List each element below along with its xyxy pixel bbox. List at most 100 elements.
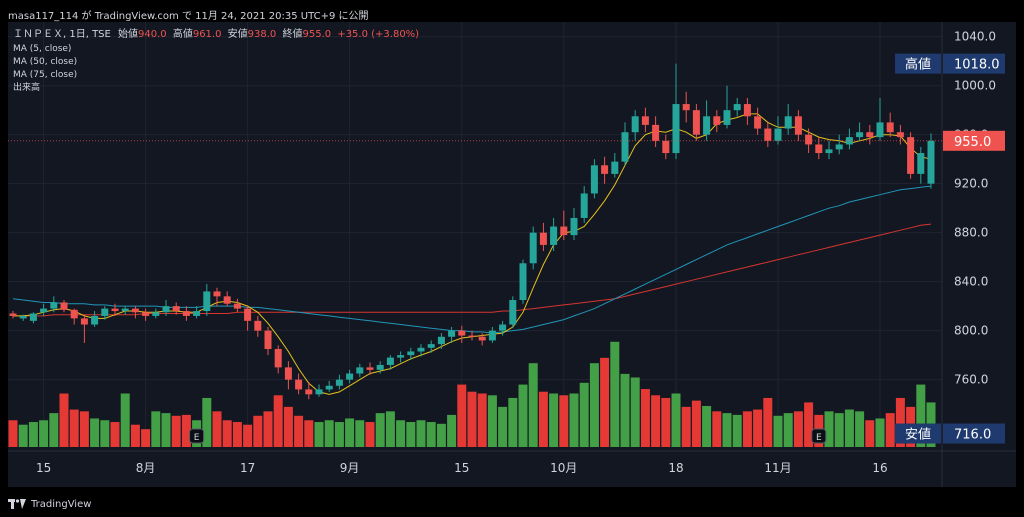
candle xyxy=(437,333,445,350)
volume-bar xyxy=(100,420,110,447)
volume-bar xyxy=(416,420,426,447)
candle xyxy=(131,306,139,319)
candle-body xyxy=(519,263,527,301)
candlesticks xyxy=(9,63,935,400)
volume-bar xyxy=(436,423,446,447)
candle-body xyxy=(29,313,37,321)
volume-bar xyxy=(589,363,599,447)
candle-body xyxy=(223,296,231,304)
volume-bar xyxy=(426,422,436,447)
candle-body xyxy=(335,379,343,386)
volume-bar xyxy=(702,405,712,447)
candle xyxy=(468,330,476,341)
candle-body xyxy=(91,315,99,325)
candle xyxy=(662,134,670,160)
volume-bar xyxy=(681,406,691,447)
candle xyxy=(672,63,680,160)
candle xyxy=(172,302,180,315)
candle xyxy=(417,344,425,357)
candle-body xyxy=(509,300,517,325)
candle-body xyxy=(468,335,476,337)
volume-bar xyxy=(181,414,191,447)
volume-bar xyxy=(671,393,681,447)
price-tick-label: 1000.0 xyxy=(954,79,996,93)
volume-bar xyxy=(651,395,661,447)
time-tick-label: 16 xyxy=(872,461,887,475)
candle-body xyxy=(856,132,864,138)
candle-body xyxy=(815,144,823,154)
candle-body xyxy=(907,137,915,174)
candle xyxy=(366,362,374,375)
candle-body xyxy=(437,336,445,345)
candle-body xyxy=(713,116,721,125)
candle xyxy=(570,208,578,241)
candle-body xyxy=(70,309,78,319)
candle-body xyxy=(641,116,649,125)
candle xyxy=(346,369,354,384)
candle-body xyxy=(131,308,139,313)
time-tick-label: 9月 xyxy=(340,461,360,475)
low-price-label: 安値 716.0 xyxy=(895,423,1005,444)
volume-bar xyxy=(875,418,885,447)
candle-body xyxy=(927,140,935,184)
price-tick-label: 920.0 xyxy=(954,177,988,191)
candle-body xyxy=(315,389,323,395)
candle xyxy=(539,222,547,252)
volume-bar xyxy=(477,393,487,447)
volume-bar xyxy=(171,415,181,447)
candle xyxy=(162,300,170,316)
candle-body xyxy=(295,379,303,390)
candle xyxy=(427,340,435,353)
volume-bar xyxy=(110,422,120,447)
candle xyxy=(774,116,782,145)
publish-header: masa117_114 が TradingView.com で 11月 24, … xyxy=(8,11,369,22)
price-chart[interactable]: EE 1040.01000.0960.0920.0880.0840.0800.0… xyxy=(8,22,1016,487)
price-tick-label: 840.0 xyxy=(954,275,988,289)
candle-body xyxy=(488,330,496,341)
chart-panel[interactable]: EE 1040.01000.0960.0920.0880.0840.0800.0… xyxy=(8,22,1016,487)
candle xyxy=(917,146,925,184)
candle xyxy=(519,259,527,304)
candle xyxy=(182,306,190,321)
candle-body xyxy=(652,124,660,141)
volume-bar xyxy=(549,393,559,447)
volume-bar xyxy=(773,415,783,447)
candle xyxy=(203,284,211,316)
volume-bar xyxy=(610,341,620,447)
volume-bar xyxy=(732,414,742,447)
candle-body xyxy=(499,324,507,331)
tradingview-brand[interactable]: TradingView xyxy=(8,496,91,512)
time-tick-label: 18 xyxy=(668,461,683,475)
candle-body xyxy=(254,320,262,331)
candle xyxy=(407,347,415,361)
candle-body xyxy=(9,313,17,316)
volume-bar xyxy=(355,420,365,447)
candle xyxy=(448,326,456,343)
candle-body xyxy=(835,144,843,150)
candle xyxy=(264,326,272,356)
candle-body xyxy=(162,306,170,313)
candle xyxy=(550,217,558,252)
volume-bar xyxy=(18,424,28,447)
volume-bar xyxy=(916,384,926,447)
candle xyxy=(927,133,935,189)
volume-bar xyxy=(508,397,518,447)
indicator-volume[interactable]: 出来高 xyxy=(13,81,40,93)
candle-body xyxy=(682,104,690,111)
tradingview-label: TradingView xyxy=(31,498,92,510)
candle-body xyxy=(570,217,578,236)
volume-bar xyxy=(212,411,222,447)
volume-bar xyxy=(498,406,508,447)
ma75-line xyxy=(13,223,932,317)
indicator-ma75[interactable]: MA (75, close) xyxy=(13,70,77,80)
indicator-ma50[interactable]: MA (50, close) xyxy=(13,57,77,67)
candle-body xyxy=(580,193,588,218)
candle xyxy=(509,296,517,329)
candle-body xyxy=(356,367,364,374)
candle-body xyxy=(111,308,119,312)
candle-body xyxy=(550,226,558,245)
candle xyxy=(631,110,639,141)
indicator-ma5[interactable]: MA (5, close) xyxy=(13,44,71,54)
volume-bar xyxy=(90,418,100,447)
